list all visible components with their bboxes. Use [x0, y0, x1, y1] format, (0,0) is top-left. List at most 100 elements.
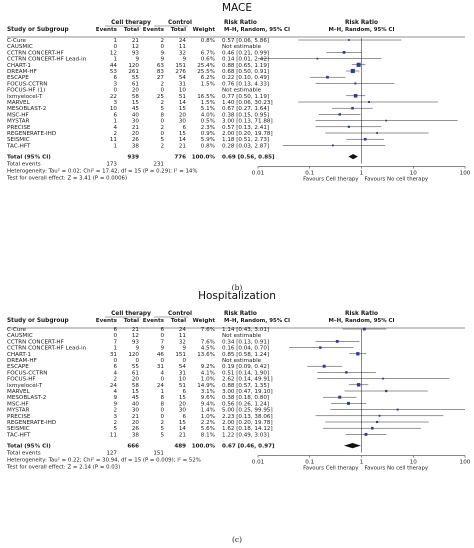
forest-panel-mace: MACE Cell therapy Control Risk Ratio Risk Ra… [6, 2, 471, 292]
study-row: PRECISE 4 21 2 6 2.3% 0.57 [0.13, 2.41] [7, 125, 382, 131]
header-group-cell: Cell therapy [111, 311, 151, 317]
study-row: FOCUS-HF 2 20 0 10 1.0% 2.62 [0.14, 49.91] [7, 377, 450, 383]
study-row: CCTRN CONCERT-HF 7 93 7 32 7.6% 0.34 [0.13, 0.… [7, 339, 360, 345]
header-study: Study or Subgroup [7, 27, 69, 33]
cell-total: 20 [132, 377, 140, 383]
point-estimate-square [342, 51, 346, 54]
point-estimate-square [356, 62, 361, 67]
study-risk-ratio: 1.18 [0.51, 2.73] [222, 137, 269, 143]
header-group-control: Control [168, 20, 192, 26]
header-risk-ratio: Risk Ratio [224, 311, 257, 317]
study-risk-ratio: 1.14 [0.43, 3.01] [222, 327, 269, 333]
study-row: Ixmyelocel-T 24 58 24 51 14.9% 0.88 [0.57, 1.3… [7, 383, 369, 389]
study-row: MYSTAR 1 30 0 30 0.5% 3.00 [0.13, 71.88] [7, 119, 458, 125]
cell-total: 58 [132, 94, 140, 100]
header-events-cell: Events [96, 27, 118, 33]
study-risk-ratio: Not estimable [222, 88, 262, 94]
study-weight: 5.1% [201, 106, 215, 112]
cell-total: 30 [132, 119, 140, 125]
study-name: TAC-HFT [6, 432, 31, 438]
header-group-cell: Cell therapy [111, 20, 151, 26]
study-weight: 7.6% [201, 339, 215, 345]
total-events-label: Total events [6, 451, 41, 457]
cell-total: 20 [132, 420, 140, 426]
study-risk-ratio: 2.00 [0.20, 19.78] [222, 131, 273, 137]
cell-total: 55 [132, 364, 140, 370]
point-estimate-square [356, 352, 360, 356]
control-total: 9 [182, 346, 186, 352]
point-estimate-square [368, 101, 371, 103]
header-events-control: Events [143, 27, 165, 33]
cell-events: 9 [113, 401, 117, 407]
cell-events: 3 [113, 100, 117, 106]
study-risk-ratio: 0.22 [0.10, 0.49] [222, 75, 269, 81]
point-estimate-square [363, 327, 366, 331]
control-events: 0 [160, 131, 164, 137]
cell-events: 6 [113, 112, 117, 118]
header-total-cell: Total [124, 318, 139, 324]
study-risk-ratio: 3.00 [0.13, 71.88] [222, 119, 273, 125]
study-name: MARVEL [7, 100, 31, 106]
study-risk-ratio: Not estimable [222, 333, 262, 339]
header-risk-ratio: Risk Ratio [224, 20, 257, 26]
study-weight: 9.2% [201, 364, 215, 370]
study-risk-ratio: 0.57 [0.06, 5.86] [222, 38, 269, 44]
favours-left-label: Favours Cell therapy [303, 466, 359, 472]
study-risk-ratio: 3.00 [0.47, 19.10] [222, 389, 273, 395]
cell-total: 12 [132, 44, 139, 50]
cell-events: 44 [110, 63, 118, 69]
point-estimate-square [353, 94, 358, 98]
control-events: 5 [160, 137, 164, 143]
control-events: 0 [160, 119, 164, 125]
study-weight: 7.6% [201, 327, 215, 333]
study-row: MARVEL 4 15 1 6 3.1% 3.00 [0.47, 19.10] [7, 389, 428, 395]
study-row: MESOBLAST-2 9 45 8 15 9.6% 0.38 [0.18, 0.80] [7, 395, 357, 401]
study-row: CCTRN CONCERT-HF 12 93 9 32 6.7% 0.46 [0.21, 0… [7, 50, 362, 56]
study-weight: 4.1% [201, 370, 215, 376]
study-name: Ixmyelocel-T [7, 383, 43, 389]
study-risk-ratio: 2.00 [0.20, 19.78] [222, 420, 273, 426]
study-weight: 6.2% [201, 75, 215, 81]
cell-events: 2 [113, 377, 117, 383]
study-risk-ratio: 0.88 [0.57, 1.35] [222, 383, 269, 389]
cell-events: 2 [113, 420, 117, 426]
study-weight: 6.7% [201, 50, 215, 56]
point-estimate-square [351, 106, 354, 110]
x-axis-tick-label: 10 [410, 171, 418, 177]
header-plot-title: Risk Ratio [345, 20, 378, 26]
point-estimate-square [385, 389, 388, 393]
study-row: Ixmyelocel-T 22 58 25 51 16.5% 0.77 [0.50, 1.1… [7, 94, 366, 100]
cell-events: 2 [113, 408, 117, 414]
point-estimate-square [346, 401, 350, 405]
study-row: FOCUS-CCTRN 4 61 4 31 4.1% 0.51 [0.14, 1.90] [7, 370, 376, 376]
cell-events: 5 [113, 426, 117, 432]
study-weight: 5.9% [201, 137, 215, 143]
cell-events: 3 [113, 414, 117, 420]
point-estimate-square [396, 408, 399, 411]
pooled-estimate-diamond [344, 443, 361, 449]
study-risk-ratio: 0.38 [0.15, 0.95] [222, 112, 269, 118]
study-risk-ratio: 1.22 [0.49, 3.03] [222, 432, 269, 438]
study-risk-ratio: 5.00 [0.25, 99.95] [222, 408, 273, 414]
control-total: 15 [179, 106, 187, 112]
x-axis-tick-label: 0.01 [252, 171, 265, 177]
header-study: Study or Subgroup [7, 318, 69, 324]
total-events-control: 151 [153, 451, 164, 457]
study-row: FOCUS-HF (1) 0 20 0 10 Not estimable [7, 88, 262, 94]
x-axis-tick-label: 0.1 [305, 460, 314, 466]
cell-events: 9 [113, 395, 117, 401]
study-name: DREAM-HF [7, 358, 37, 364]
cell-events: 11 [110, 137, 118, 143]
control-events: 0 [160, 44, 164, 50]
cell-events: 1 [113, 57, 117, 63]
study-weight: 25.5% [197, 69, 215, 75]
study-name: Ixmyelocel-T [7, 94, 43, 100]
control-events: 46 [157, 352, 165, 358]
total-label: Total (95% CI) [7, 444, 51, 450]
control-total: 14 [179, 426, 187, 432]
study-weight: 0.8% [201, 143, 215, 149]
cell-events: 1 [113, 346, 117, 352]
study-risk-ratio: 0.67 [0.27, 1.64] [222, 106, 269, 112]
pooled-estimate-diamond [348, 154, 358, 160]
